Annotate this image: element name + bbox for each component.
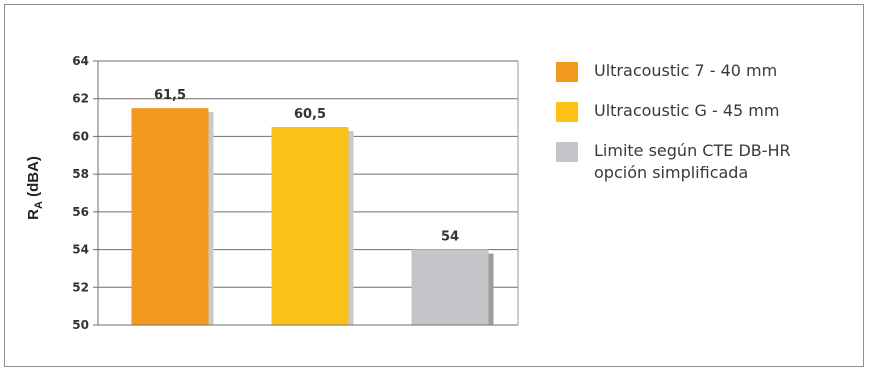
legend-item-ultracoustic-g: Ultracoustic G - 45 mm xyxy=(556,100,856,134)
y-axis-label-main: R xyxy=(25,209,42,220)
y-tick-label: 52 xyxy=(72,280,89,294)
legend-label: Limite según CTE DB-HR opción simplifica… xyxy=(594,141,791,182)
bar-value-label: 54 xyxy=(441,230,459,245)
y-tick-label: 50 xyxy=(72,318,89,332)
y-tick-label: 60 xyxy=(72,129,89,143)
legend-swatch xyxy=(556,62,578,82)
bar xyxy=(411,249,489,325)
y-axis-ticks: 50 52 54 56 58 60 62 64 xyxy=(72,54,98,332)
data-labels: 61,5 60,5 54 xyxy=(154,88,459,244)
legend-label: Ultracoustic G - 45 mm xyxy=(594,101,780,120)
legend-swatch xyxy=(556,102,578,122)
y-axis-label: RA (dBA) xyxy=(25,156,45,220)
bars xyxy=(131,108,494,326)
y-tick-label: 62 xyxy=(72,92,89,106)
legend-swatch xyxy=(556,142,578,162)
y-tick-label: 64 xyxy=(72,54,89,68)
y-tick-label: 56 xyxy=(72,205,89,219)
bar-value-label: 60,5 xyxy=(294,107,326,122)
legend-item-limite-cte: Limite según CTE DB-HR opción simplifica… xyxy=(556,140,856,182)
legend-item-ultracoustic-7: Ultracoustic 7 - 40 mm xyxy=(556,60,856,94)
y-axis-label-sub: A xyxy=(33,201,45,209)
bar-value-label: 61,5 xyxy=(154,88,186,103)
axes xyxy=(97,61,519,326)
y-tick-label: 58 xyxy=(72,167,89,181)
legend-label: Ultracoustic 7 - 40 mm xyxy=(594,61,778,80)
y-axis-label-unit: (dBA) xyxy=(25,156,42,201)
bar xyxy=(271,127,349,325)
bar xyxy=(131,108,209,326)
legend: Ultracoustic 7 - 40 mm Ultracoustic G - … xyxy=(556,60,856,182)
y-tick-label: 54 xyxy=(72,243,89,257)
